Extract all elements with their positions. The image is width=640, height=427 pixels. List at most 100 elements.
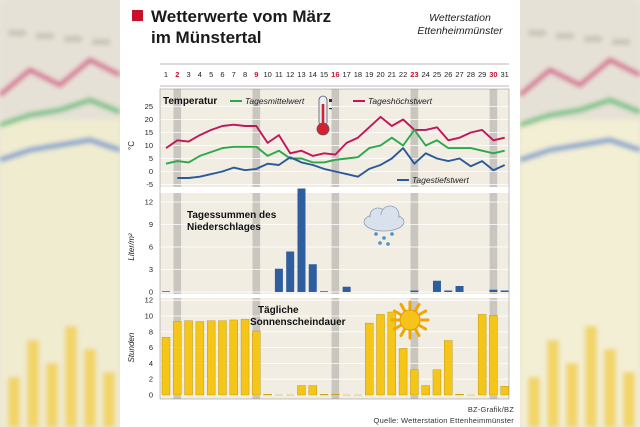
station-line-2: Ettenheimmünster [417,25,503,37]
sunshine-bar [421,385,430,396]
precipitation-bar [444,290,453,292]
sunshine-axis-label: Stunden [127,332,136,362]
day-label: 18 [354,70,362,79]
bg-line-low [519,137,640,163]
temperature-y-tick-label: 20 [145,115,153,124]
title-line-2: im Münstertal [151,28,262,47]
precipitation-title-line2: Niederschlages [187,222,261,233]
thermometer-mercury [321,104,325,126]
precipitation-bar [410,290,419,292]
sunshine-bar [398,348,408,396]
sunshine-bar [455,394,464,396]
chart-canvas: 1 2 3 4 5 6 7 8 9 10 11 12 13 14 15 16 17 18 19 20 21 22 23 24 2… [127,63,510,400]
legend-mean-label: Tagesmittelwert [245,96,305,106]
temperature-title: Temperatur [163,96,217,107]
day-label: 23 [410,70,418,79]
day-label: 20 [376,70,384,79]
precipitation-bar [274,268,283,292]
bg-sun-bar [46,363,58,427]
bg-line-low [0,137,121,163]
sunshine-bar [184,320,193,396]
chart-title: Wetterwerte vom März im Münstertal [132,6,331,48]
panel-sunshine-weekend-stripe [331,298,340,399]
day-label: 12 [286,70,294,79]
temperature-y-tick-label: 0 [149,167,153,176]
temperature-axis-label: °C [127,141,136,150]
bg-line-high [0,57,122,97]
bg-text-smudge [556,33,574,39]
thermometer-icon [316,95,332,136]
day-label: 14 [309,70,317,79]
precipitation-bar [286,251,295,292]
sunshine-bar [252,330,261,396]
temperature-y-tick-label: -5 [146,180,153,189]
bg-sun-bar [27,340,39,427]
bg-lower-panel [520,120,640,427]
day-label: 17 [342,70,350,79]
rain-drop [382,236,386,240]
sunshine-bar [161,337,171,396]
bg-sun-bar [528,377,540,427]
bg-sun-bar [604,349,616,427]
day-label: 24 [421,70,429,79]
bg-text-smudge [64,36,82,42]
thermometer-bulb [316,122,330,136]
rain-cloud-icon [363,205,405,246]
bg-text-smudge [8,30,26,36]
day-label: 4 [198,70,202,79]
day-label: 10 [263,70,271,79]
day-label: 25 [433,70,441,79]
sun-ray [418,324,428,331]
precipitation-bar [489,289,498,292]
thermometer-plus [329,99,332,102]
sun-ray [414,302,421,312]
precipitation-bar [320,291,329,292]
cloud-fill [366,215,402,229]
title-line-1: Wetterwerte vom März [151,7,332,26]
sunshine-bar [206,320,216,396]
day-label: 29 [478,70,486,79]
sun-ray [399,302,406,312]
temperature-y-tick-label: 5 [149,154,153,163]
sunshine-title-line2: Sonnenscheindauer [250,317,346,328]
sunshine-y-tick-label: 2 [149,375,153,384]
credit-source: Quelle: Wetterstation Ettenheimmünster [373,416,514,425]
day-label: 27 [455,70,463,79]
panel-precipitation-weekend-stripe [331,193,340,294]
precipitation-bar [432,280,441,292]
bg-sun-bar [8,377,20,427]
sun-icon [390,300,430,340]
sunshine-y-tick-label: 4 [149,359,153,368]
sunshine-bar [263,394,272,396]
panel-sunshine-weekend-stripe [410,298,419,399]
sun-ray [392,309,402,316]
day-label: 13 [297,70,305,79]
sunshine-bar [331,394,340,396]
bg-text-smudge [36,33,54,39]
temperature-y-tick-label: 10 [145,141,153,150]
precipitation-y-tick-label: 9 [149,220,153,229]
precipitation-bar [308,264,317,292]
panel-temperature-weekend-stripe [173,89,182,187]
station-line-1: Wetterstation [429,12,491,24]
day-label: 5 [209,70,213,79]
sunshine-bar [387,311,396,396]
bg-text-smudge [92,39,110,45]
precipitation-bar [162,291,170,292]
rain-drop [378,241,382,245]
precipitation-bar [500,290,509,292]
precipitation-y-tick-label: 12 [145,198,153,207]
sunshine-bar [319,394,329,396]
bg-text-smudge [584,36,602,42]
sunshine-bar [229,319,238,396]
bg-text-smudge [528,30,546,36]
day-label: 11 [275,70,283,79]
sunshine-bar [477,314,487,396]
sun-disc [399,309,421,331]
day-label: 31 [501,70,509,79]
sunshine-bar [489,315,498,396]
sunshine-y-tick-label: 12 [145,296,153,305]
rain-drop [374,232,378,236]
sunshine-bar [240,318,250,396]
bg-sun-bar [65,326,77,427]
